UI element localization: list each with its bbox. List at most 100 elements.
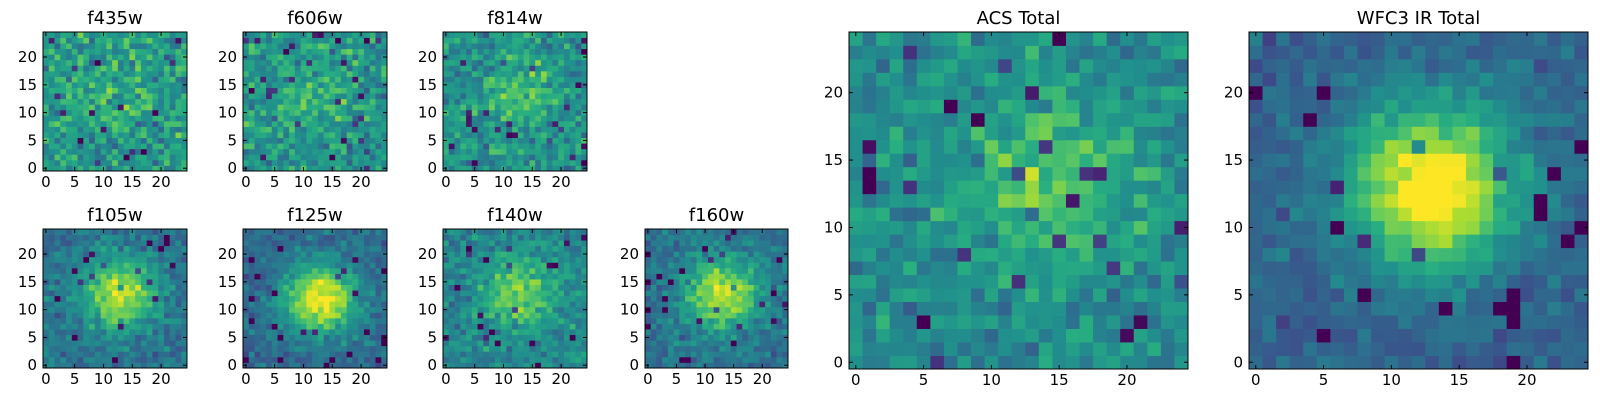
heatmap-cell xyxy=(352,334,359,341)
heatmap-cell xyxy=(494,329,501,336)
heatmap-cells xyxy=(849,32,1189,370)
heatmap-cell xyxy=(346,273,353,280)
heatmap-cell xyxy=(466,87,473,94)
heatmap-cell xyxy=(489,317,496,324)
heatmap-cell xyxy=(1133,328,1148,343)
heatmap-cell xyxy=(483,32,490,38)
heatmap-cell xyxy=(477,132,484,139)
heatmap-cell xyxy=(736,284,743,291)
heatmap-cell xyxy=(523,115,530,122)
heatmap-cell xyxy=(283,132,290,139)
heatmap-cell xyxy=(1038,207,1053,222)
heatmap-cell xyxy=(140,154,148,161)
heatmap-cell xyxy=(146,345,153,352)
heatmap-cell xyxy=(575,256,582,263)
heatmap-cell xyxy=(152,245,159,252)
heatmap-cell xyxy=(43,120,50,127)
heatmap-cell xyxy=(312,87,319,94)
heatmap-cell xyxy=(862,342,877,356)
heatmap-cell xyxy=(489,37,496,44)
heatmap-cell xyxy=(569,126,576,133)
heatmap-cell xyxy=(782,229,789,235)
heatmap-cell xyxy=(277,32,284,38)
heatmap-cell xyxy=(782,351,789,358)
heatmap-cell xyxy=(306,70,313,77)
heatmap-cell xyxy=(685,279,692,285)
heatmap-cell xyxy=(523,301,530,308)
heatmap-cell xyxy=(289,37,296,44)
heatmap-cell xyxy=(66,251,73,258)
heatmap-cell xyxy=(135,240,142,247)
heatmap-cell xyxy=(753,340,760,347)
heatmap-cell xyxy=(448,301,455,308)
heatmap-cell xyxy=(725,273,732,280)
heatmap-cell xyxy=(369,132,376,139)
heatmap-cell xyxy=(535,295,542,302)
heatmap-cell xyxy=(889,274,904,289)
heatmap-cell xyxy=(306,301,313,308)
heatmap-cell xyxy=(650,306,657,313)
heatmap-cell xyxy=(117,104,125,111)
heatmap-cell xyxy=(460,154,467,161)
heatmap-cell xyxy=(106,120,113,127)
heatmap-cell xyxy=(340,295,348,302)
heatmap-cell xyxy=(369,48,376,55)
heatmap-cell xyxy=(83,240,90,247)
heatmap-cell xyxy=(289,240,296,247)
heatmap-cell xyxy=(89,143,96,150)
heatmap-cell xyxy=(317,334,325,341)
heatmap-cell xyxy=(930,180,945,195)
heatmap-cell xyxy=(736,256,743,263)
heatmap-cell xyxy=(54,329,61,336)
heatmap-cell xyxy=(181,229,188,235)
heatmap-cell xyxy=(117,240,125,247)
heatmap-cell xyxy=(254,104,261,111)
heatmap-cell xyxy=(876,220,891,235)
heatmap-cell xyxy=(506,340,513,347)
heatmap-cell xyxy=(650,245,657,252)
heatmap-cell xyxy=(957,274,972,289)
heatmap-cell xyxy=(673,323,680,330)
panel-title: f814w xyxy=(487,8,542,29)
heatmap-cell xyxy=(707,279,715,285)
heatmap-cell xyxy=(454,87,461,94)
heatmap-cell xyxy=(117,229,125,235)
heatmap-cell xyxy=(725,245,732,252)
heatmap-cell xyxy=(140,301,148,308)
heatmap-cell xyxy=(552,295,559,302)
heatmap-cell xyxy=(747,312,755,319)
heatmap-cell xyxy=(742,273,749,280)
heatmap-cell xyxy=(1147,261,1162,276)
heatmap-cell xyxy=(289,59,296,66)
heatmap-cell xyxy=(71,234,78,241)
heatmap-cell xyxy=(352,120,359,127)
heatmap-cell xyxy=(466,279,473,285)
heatmap-cell xyxy=(283,273,290,280)
heatmap-cell xyxy=(369,32,376,38)
heatmap-cell xyxy=(529,54,536,61)
heatmap-cell xyxy=(375,306,382,313)
heatmap-cell xyxy=(289,273,296,280)
heatmap-cell xyxy=(363,356,371,363)
heatmap-cell xyxy=(662,251,669,258)
heatmap-cell xyxy=(765,229,772,235)
heatmap-cell xyxy=(849,207,863,222)
x-tick-label: 20 xyxy=(753,370,772,388)
heatmap-cell xyxy=(546,76,553,83)
heatmap-cell xyxy=(181,351,188,358)
heatmap-cell xyxy=(243,159,250,166)
heatmap-cell xyxy=(329,115,336,122)
heatmap-cell xyxy=(957,220,972,235)
heatmap-cell xyxy=(523,165,530,172)
heatmap-cell xyxy=(998,207,1013,222)
heatmap-cell xyxy=(248,323,255,330)
heatmap-cell xyxy=(100,273,107,280)
heatmap-cell xyxy=(306,109,313,116)
heatmap-cell xyxy=(1160,328,1175,343)
heatmap-cell xyxy=(140,312,148,319)
heatmap-cell xyxy=(158,159,165,166)
heatmap-cell xyxy=(782,273,789,280)
heatmap-cell xyxy=(106,340,113,347)
